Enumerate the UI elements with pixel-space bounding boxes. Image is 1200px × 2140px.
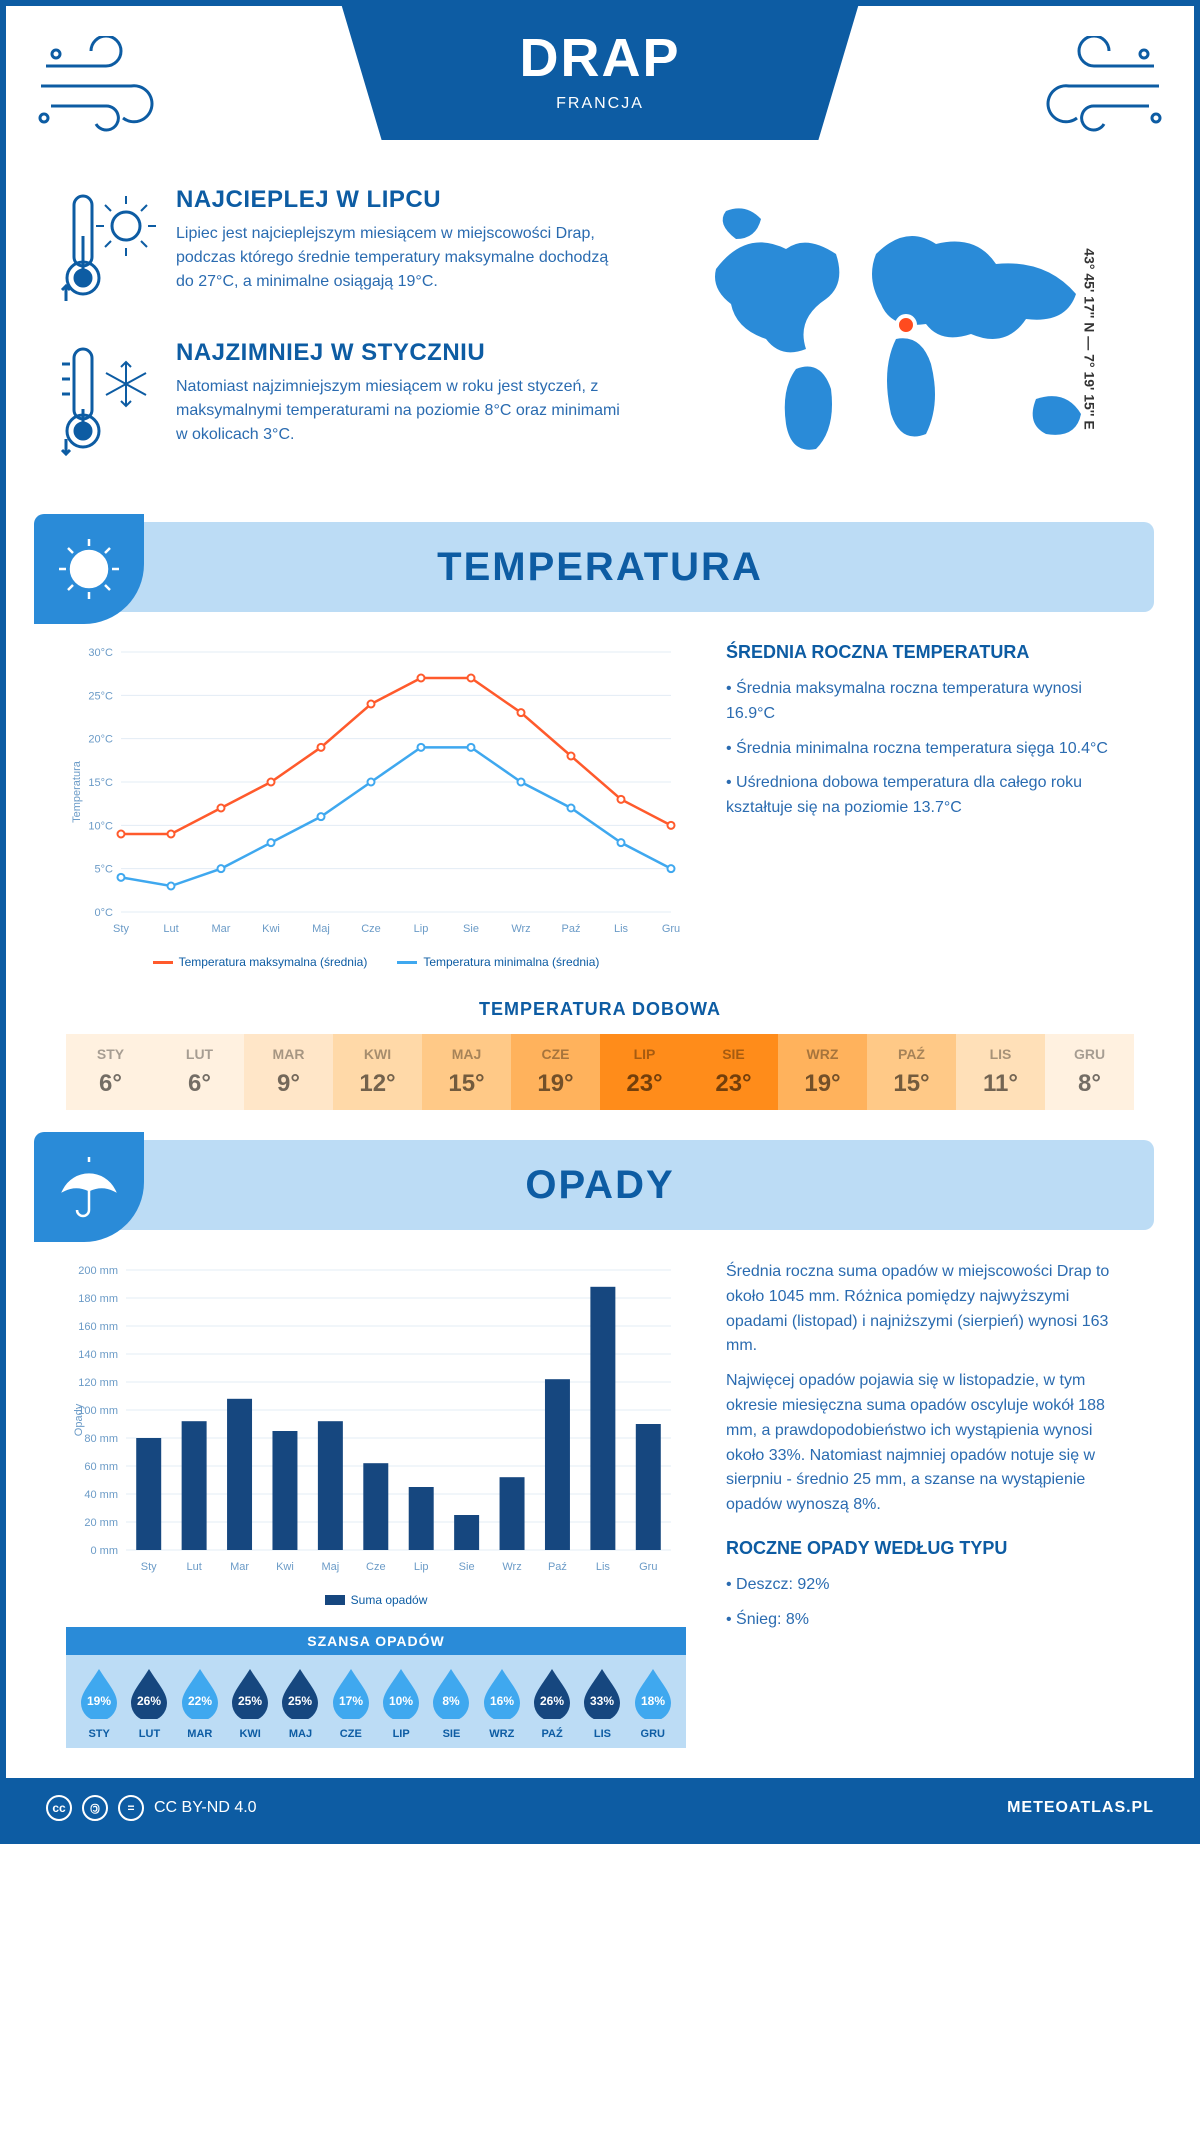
by-type-title: ROCZNE OPADY WEDŁUG TYPU (726, 1538, 1134, 1559)
svg-text:Temperatura: Temperatura (71, 760, 83, 823)
svg-text:16%: 16% (490, 1694, 514, 1708)
svg-text:22%: 22% (188, 1694, 212, 1708)
svg-text:Mar: Mar (230, 1561, 249, 1573)
svg-text:Mar: Mar (212, 923, 231, 935)
svg-text:19%: 19% (87, 1694, 111, 1708)
svg-text:40 mm: 40 mm (84, 1489, 118, 1501)
svg-text:26%: 26% (137, 1694, 161, 1708)
warm-title: NAJCIEPLEJ W LIPCU (176, 186, 628, 214)
svg-text:Gru: Gru (639, 1561, 657, 1573)
chance-title: SZANSA OPADÓW (66, 1627, 686, 1655)
header: DRAP FRANCJA (6, 6, 1194, 166)
svg-text:18%: 18% (641, 1694, 665, 1708)
wind-icon (1034, 36, 1164, 141)
svg-text:33%: 33% (590, 1694, 614, 1708)
page-subtitle: FRANCJA (556, 95, 644, 113)
svg-text:20°C: 20°C (88, 734, 113, 746)
svg-text:5°C: 5°C (95, 864, 114, 876)
svg-text:140 mm: 140 mm (78, 1349, 118, 1361)
daily-temp-table: STY6°LUT6°MAR9°KWI12°MAJ15°CZE19°LIP23°S… (66, 1034, 1134, 1110)
license: cc🄯= CC BY-ND 4.0 (46, 1795, 257, 1821)
chance-box: SZANSA OPADÓW 19%STY26%LUT22%MAR25%KWI25… (66, 1627, 686, 1748)
svg-text:Wrz: Wrz (511, 923, 530, 935)
avg-temp-title: ŚREDNIA ROCZNA TEMPERATURA (726, 642, 1134, 663)
precip-bar-chart: 0 mm20 mm40 mm60 mm80 mm100 mm120 mm140 … (66, 1260, 686, 1607)
svg-text:Lut: Lut (186, 1561, 201, 1573)
svg-text:200 mm: 200 mm (78, 1265, 118, 1277)
avg-temp-bullets: • Średnia maksymalna roczna temperatura … (726, 677, 1134, 821)
coordinates: 43° 45' 17'' N — 7° 19' 15'' E (1081, 248, 1097, 429)
svg-text:Sty: Sty (141, 1561, 157, 1573)
thermometer-snow-icon (56, 339, 156, 464)
svg-text:0°C: 0°C (95, 907, 114, 919)
svg-text:Opady: Opady (73, 1403, 85, 1436)
svg-text:25%: 25% (238, 1694, 262, 1708)
svg-text:Gru: Gru (662, 923, 680, 935)
svg-text:Wrz: Wrz (502, 1561, 521, 1573)
precip-para2: Najwięcej opadów pojawia się w listopadz… (726, 1369, 1134, 1518)
svg-text:Lut: Lut (163, 923, 178, 935)
svg-text:30°C: 30°C (88, 647, 113, 659)
page-title: DRAP (519, 27, 680, 89)
cold-title: NAJZIMNIEJ W STYCZNIU (176, 339, 628, 367)
precip-para1: Średnia roczna suma opadów w miejscowośc… (726, 1260, 1134, 1359)
svg-text:25°C: 25°C (88, 690, 113, 702)
svg-text:20 mm: 20 mm (84, 1517, 118, 1529)
sun-icon (34, 514, 144, 624)
umbrella-icon (34, 1132, 144, 1242)
precip-header: OPADY (46, 1140, 1154, 1230)
thermometer-sun-icon (56, 186, 156, 311)
svg-text:120 mm: 120 mm (78, 1377, 118, 1389)
svg-text:10%: 10% (389, 1694, 413, 1708)
precip-chart-legend: Suma opadów (66, 1593, 686, 1607)
daily-temp-title: TEMPERATURA DOBOWA (66, 999, 1134, 1020)
svg-text:0 mm: 0 mm (91, 1545, 119, 1557)
temperature-header: TEMPERATURA (46, 522, 1154, 612)
svg-text:Paź: Paź (562, 923, 581, 935)
cold-text: Natomiast najzimniejszym miesiącem w rok… (176, 375, 628, 447)
temp-chart-legend: Temperatura maksymalna (średnia) Tempera… (66, 955, 686, 969)
svg-text:Kwi: Kwi (276, 1561, 294, 1573)
svg-text:15°C: 15°C (88, 777, 113, 789)
svg-text:Maj: Maj (322, 1561, 340, 1573)
svg-text:10°C: 10°C (88, 820, 113, 832)
svg-text:60 mm: 60 mm (84, 1461, 118, 1473)
svg-text:Sie: Sie (459, 1561, 475, 1573)
site-name: METEOATLAS.PL (1007, 1799, 1154, 1817)
footer: cc🄯= CC BY-ND 4.0 METEOATLAS.PL (6, 1778, 1194, 1838)
svg-text:Sie: Sie (463, 923, 479, 935)
section-title: TEMPERATURA (437, 545, 763, 590)
svg-text:Lip: Lip (414, 923, 429, 935)
warm-block: NAJCIEPLEJ W LIPCU Lipiec jest najcieple… (56, 186, 628, 311)
title-tab: DRAP FRANCJA (340, 0, 860, 140)
svg-text:Sty: Sty (113, 923, 129, 935)
svg-text:17%: 17% (339, 1694, 363, 1708)
svg-text:Cze: Cze (366, 1561, 386, 1573)
svg-text:Cze: Cze (361, 923, 381, 935)
svg-text:160 mm: 160 mm (78, 1321, 118, 1333)
svg-text:80 mm: 80 mm (84, 1433, 118, 1445)
svg-text:8%: 8% (443, 1694, 461, 1708)
svg-text:180 mm: 180 mm (78, 1293, 118, 1305)
svg-text:Maj: Maj (312, 923, 330, 935)
svg-text:Paź: Paź (548, 1561, 567, 1573)
svg-text:25%: 25% (288, 1694, 312, 1708)
cold-block: NAJZIMNIEJ W STYCZNIU Natomiast najzimni… (56, 339, 628, 464)
svg-text:Lis: Lis (596, 1561, 611, 1573)
warm-text: Lipiec jest najcieplejszym miesiącem w m… (176, 222, 628, 294)
section-title: OPADY (525, 1163, 674, 1208)
svg-text:Lis: Lis (614, 923, 629, 935)
svg-text:Kwi: Kwi (262, 923, 280, 935)
temperature-line-chart: 0°C 5°C 10°C 15°C 20°C 25°C 30°C Sty Lut Mar Kwi Ma… (66, 642, 686, 969)
by-type-list: • Deszcz: 92%• Śnieg: 8% (726, 1573, 1134, 1633)
svg-text:26%: 26% (540, 1694, 564, 1708)
world-map: 43° 45' 17'' N — 7° 19' 15'' E (668, 186, 1144, 492)
wind-icon (36, 36, 166, 141)
svg-text:Lip: Lip (414, 1561, 429, 1573)
